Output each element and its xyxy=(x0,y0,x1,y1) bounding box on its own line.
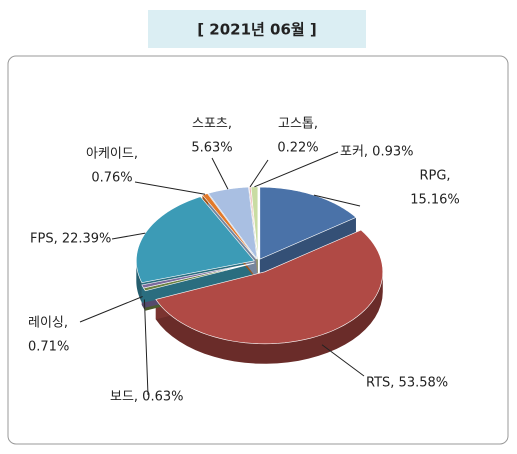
data-label: 0.22% xyxy=(277,141,318,156)
data-label: 포커, 0.93% xyxy=(340,145,413,160)
slice xyxy=(143,262,255,292)
slice xyxy=(259,186,357,260)
leader-line xyxy=(249,159,269,188)
slice xyxy=(207,186,258,260)
chart-title: [ 2021년 06월 ] xyxy=(197,21,317,39)
slice-side xyxy=(155,271,383,364)
leader-line xyxy=(211,157,229,190)
data-label: 0.71% xyxy=(28,340,69,355)
leader-line xyxy=(111,232,146,240)
data-label: 레이싱, xyxy=(28,316,68,331)
data-label: 15.16% xyxy=(410,193,460,208)
data-label: 보드, 0.63% xyxy=(110,390,183,405)
slice xyxy=(141,262,255,289)
data-label: 아케이드, xyxy=(86,147,138,162)
data-label: RTS, 53.58% xyxy=(366,376,448,391)
leader-line xyxy=(313,194,361,207)
data-label: RPG, xyxy=(419,169,450,184)
slice xyxy=(250,186,259,259)
slice-side xyxy=(136,260,142,303)
slice xyxy=(155,229,384,345)
leader-line xyxy=(254,151,339,188)
leader-line xyxy=(134,181,206,195)
leader-line xyxy=(321,344,365,377)
data-label: FPS, 22.39% xyxy=(30,232,111,247)
data-label: 고스톱, xyxy=(278,117,318,132)
slice-cut xyxy=(141,260,255,303)
leader-line xyxy=(143,299,149,396)
data-label: 5.63% xyxy=(191,141,232,156)
leader-line xyxy=(79,296,143,323)
slice xyxy=(201,193,257,260)
title-box xyxy=(148,10,366,48)
data-label: 스포츠, xyxy=(192,117,232,132)
data-label: 0.76% xyxy=(91,171,132,186)
